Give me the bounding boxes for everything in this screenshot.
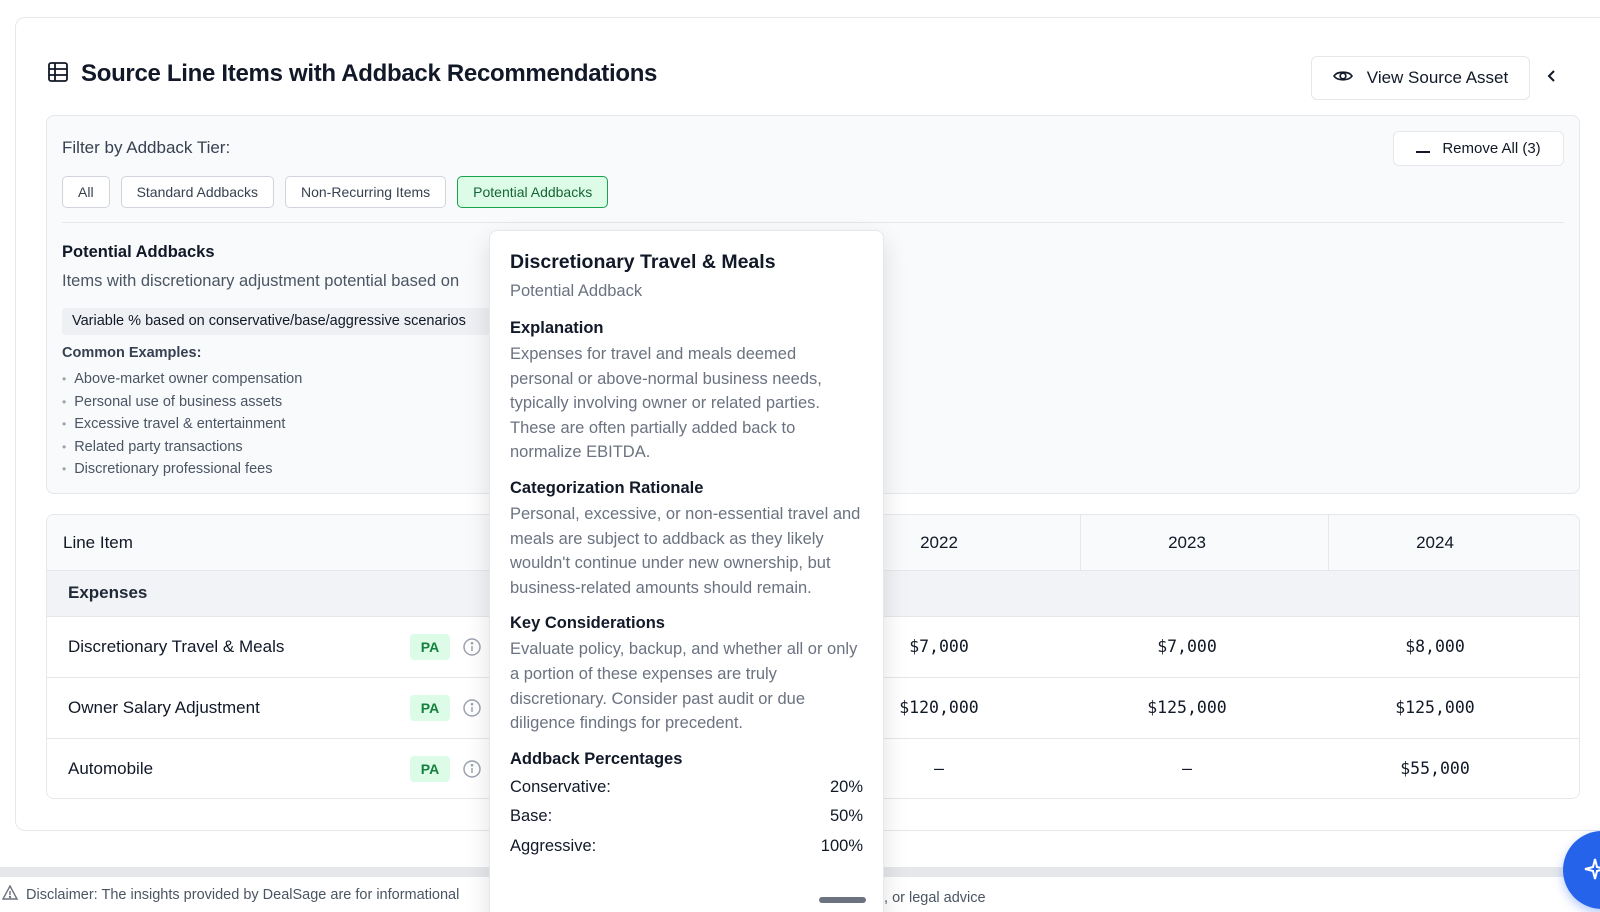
cell-2022: $7,000	[909, 637, 969, 656]
info-icon[interactable]	[462, 637, 482, 657]
disclaimer-text-end: t, or legal advice	[880, 890, 986, 906]
disclaimer: Disclaimer: The insights provided by Dea…	[0, 877, 1600, 912]
filter-label: Filter by Addback Tier:	[62, 138, 231, 157]
chip-standard-addbacks[interactable]: Standard Addbacks	[120, 176, 274, 208]
cell-2023: $7,000	[1157, 637, 1217, 656]
conservative-label: Conservative:	[510, 777, 611, 796]
divider	[62, 222, 1564, 223]
group-label: Expenses	[68, 583, 148, 602]
explanation-text: Expenses for travel and meals deemed per…	[510, 345, 822, 462]
considerations-heading: Key Considerations	[510, 614, 665, 633]
cell-2024: $8,000	[1405, 637, 1465, 656]
view-source-asset-button[interactable]: View Source Asset	[1311, 56, 1530, 100]
base-value: 50%	[829, 807, 863, 826]
cell-2024: $125,000	[1395, 698, 1475, 717]
warning-icon	[1, 884, 19, 904]
base-row: Base: 50%	[510, 802, 863, 832]
collapse-button[interactable]	[1539, 64, 1565, 92]
percentages-heading: Addback Percentages	[510, 749, 683, 768]
example-item: Above-market owner compensation	[62, 368, 302, 391]
pa-badge: PA	[410, 634, 450, 660]
page-title: Source Line Items with Addback Recommend…	[81, 60, 658, 87]
table-icon	[47, 61, 69, 88]
aggressive-label: Aggressive:	[510, 836, 597, 855]
section-header: Source Line Items with Addback Recommend…	[47, 60, 657, 88]
addback-info-popover: Discretionary Travel & Meals Potential A…	[489, 230, 884, 912]
examples-list: Above-market owner compensation Personal…	[62, 368, 302, 481]
year-header-2024: 2024	[1416, 533, 1454, 552]
chip-potential-addbacks[interactable]: Potential Addbacks	[457, 176, 609, 208]
conservative-row: Conservative: 20%	[510, 773, 863, 803]
year-header-2023: 2023	[1168, 533, 1206, 552]
rationale-heading: Categorization Rationale	[510, 478, 704, 497]
tier-filter-chips: All Standard Addbacks Non-Recurring Item…	[62, 176, 609, 208]
explanation-heading: Explanation	[510, 319, 604, 337]
example-item: Discretionary professional fees	[62, 458, 302, 481]
conservative-value: 20%	[829, 777, 863, 796]
popover-scrollbar[interactable]	[819, 897, 866, 903]
popover-title: Discretionary Travel & Meals	[510, 251, 776, 273]
row-name: Automobile	[68, 759, 154, 778]
chip-all[interactable]: All	[62, 176, 110, 208]
example-item: Personal use of business assets	[62, 391, 302, 414]
rationale-text: Personal, excessive, or non-essential tr…	[510, 504, 861, 597]
examples-title: Common Examples:	[62, 345, 202, 361]
considerations-text: Evaluate policy, backup, and whether all…	[510, 640, 858, 733]
tier-description: Items with discretionary adjustment pote…	[62, 272, 460, 290]
remove-all-label: Remove All (3)	[1442, 140, 1541, 157]
row-name: Discretionary Travel & Meals	[68, 637, 285, 656]
disclaimer-text: Disclaimer: The insights provided by Dea…	[26, 886, 460, 903]
base-label: Base:	[510, 807, 553, 826]
example-item: Related party transactions	[62, 436, 302, 459]
row-name: Owner Salary Adjustment	[68, 698, 260, 717]
example-item: Excessive travel & entertainment	[62, 413, 302, 436]
chevron-left-icon	[1547, 69, 1557, 88]
aggressive-value: 100%	[820, 836, 863, 855]
info-icon[interactable]	[462, 698, 482, 718]
info-icon[interactable]	[462, 759, 482, 779]
line-item-header: Line Item	[63, 533, 133, 552]
cell-2023: $125,000	[1147, 698, 1227, 717]
view-source-asset-label: View Source Asset	[1366, 68, 1509, 87]
aggressive-row: Aggressive: 100%	[510, 832, 863, 862]
cell-2022: –	[934, 759, 944, 778]
popover-subtitle: Potential Addback	[510, 282, 643, 300]
tier-title: Potential Addbacks	[62, 243, 215, 261]
eye-icon	[1332, 68, 1353, 88]
tier-note: Variable % based on conservative/base/ag…	[62, 308, 490, 335]
cell-2024: $55,000	[1400, 759, 1470, 778]
cell-2023: –	[1182, 759, 1192, 778]
chip-non-recurring-items[interactable]: Non-Recurring Items	[284, 176, 447, 208]
pa-badge: PA	[410, 756, 450, 782]
minus-icon	[1416, 140, 1431, 157]
pa-badge: PA	[410, 695, 450, 721]
remove-all-button[interactable]: Remove All (3)	[1393, 131, 1564, 166]
cell-2022: $120,000	[899, 698, 979, 717]
year-header-2022: 2022	[920, 533, 958, 552]
